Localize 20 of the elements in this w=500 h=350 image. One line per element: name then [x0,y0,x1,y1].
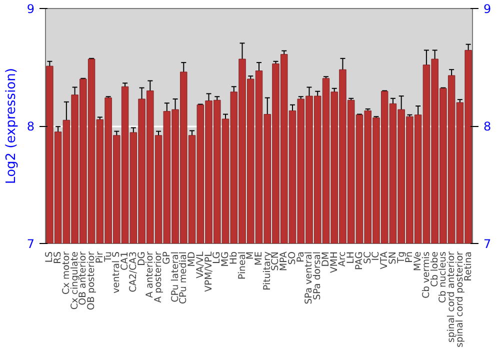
y-axis-title: Log2 (expression) [4,68,19,184]
y-tick-label: 7 [26,237,35,251]
x-tick-label: Hb [228,251,240,264]
x-tick-label: Cb vermis [420,251,432,298]
x-tick-label: DM [320,251,332,267]
y2-tick-label: 9 [484,2,492,16]
x-tick-label: Tg [396,251,407,264]
x-tick-label: ME [254,251,264,266]
x-tick-label: SN [387,251,398,264]
x-tick-label: spinal cord posterior [454,251,466,348]
y2-tick-label: 8 [484,120,492,134]
x-tick-label: Retina [462,251,474,282]
x-tick-label: VA/VL [194,250,206,278]
x-tick-label: CA2/CA3 [128,251,139,292]
y2-tick-label: 7 [484,237,492,251]
y-tick-label: 8 [26,120,35,134]
x-tick-label: Pituitary [262,251,273,290]
x-tick-label: SO [286,252,298,265]
y-tick-label: 9 [26,2,35,16]
x-tick-label: PAG [354,251,365,270]
